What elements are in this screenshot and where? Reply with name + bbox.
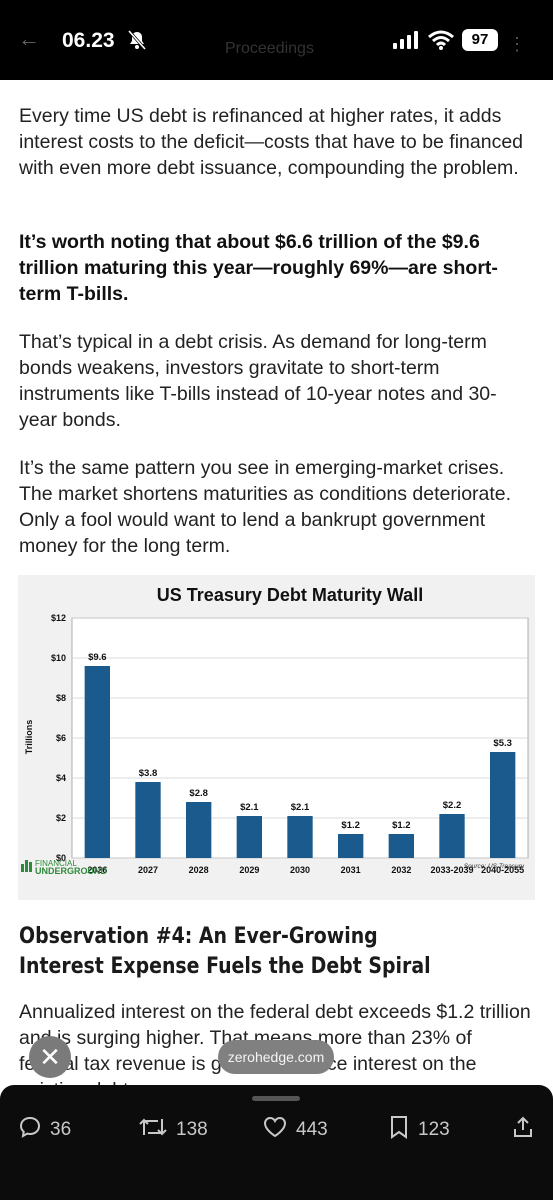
bar <box>236 816 262 858</box>
cell-signal-icon <box>392 30 420 55</box>
repost-count: 138 <box>176 1119 208 1140</box>
share-button[interactable] <box>512 1115 534 1145</box>
bar <box>439 814 465 858</box>
bar <box>287 816 313 858</box>
paragraph-emerging-markets: It’s the same pattern you see in emergin… <box>19 457 512 557</box>
bar-value-label: $9.6 <box>88 652 107 663</box>
heart-icon <box>262 1115 288 1145</box>
y-axis-label: Trillions <box>24 720 34 755</box>
bookmark-icon <box>388 1115 410 1145</box>
chart-source: Source: US Treasury <box>464 863 525 870</box>
paragraph-refinancing: Every time US debt is refinanced at high… <box>19 105 524 179</box>
y-tick-label: $12 <box>51 613 66 623</box>
y-tick-label: $2 <box>56 813 66 823</box>
share-icon <box>512 1115 534 1145</box>
logo-line-2: UNDERGROUND <box>35 866 108 876</box>
bar <box>338 834 364 858</box>
bar <box>490 752 516 858</box>
bell-muted-icon <box>127 30 147 55</box>
bar-value-label: $2.2 <box>443 800 462 811</box>
bar-value-label: $1.2 <box>341 820 360 831</box>
y-tick-label: $8 <box>56 693 66 703</box>
close-button[interactable]: ✕ <box>29 1036 71 1078</box>
status-bar: ← 06.23 Proceedings 97 ⋮ <box>0 0 553 80</box>
x-tick-label: 2026 <box>87 865 107 875</box>
bar-value-label: $3.8 <box>139 768 158 779</box>
battery-indicator: 97 <box>462 29 498 51</box>
x-tick-label: 2027 <box>138 865 158 875</box>
article-page: Every time US debt is refinanced at high… <box>0 80 553 1200</box>
bar <box>135 782 161 858</box>
paragraph-debt-crisis: That’s typical in a debt crisis. As dema… <box>19 331 497 431</box>
chart-svg: US Treasury Debt Maturity Wall Trillions… <box>21 585 529 876</box>
y-tick-label: $4 <box>56 773 66 783</box>
y-tick-label: $10 <box>51 653 66 663</box>
bar-value-label: $2.1 <box>240 802 259 813</box>
repost-button[interactable]: 138 <box>138 1115 208 1145</box>
bookmark-count: 123 <box>418 1119 450 1140</box>
x-tick-label: 2030 <box>290 865 310 875</box>
y-tick-label: $6 <box>56 733 66 743</box>
bar-value-label: $2.1 <box>291 802 310 813</box>
repost-icon <box>138 1115 168 1145</box>
x-tick-label: 2040-2055 <box>481 865 524 875</box>
x-tick-label: 2029 <box>239 865 259 875</box>
y-tick-label: $0 <box>56 853 66 863</box>
action-bar: 36 138 443 123 <box>0 1085 553 1200</box>
x-tick-label: 2031 <box>341 865 361 875</box>
domain-pill[interactable]: zerohedge.com <box>218 1040 334 1074</box>
page-title-faded: Proceedings <box>225 40 314 57</box>
section-heading-observation-4: Observation #4: An Ever-Growing Interest… <box>19 924 431 979</box>
paragraph-tbills-bold: It’s worth noting that about $6.6 trilli… <box>19 231 498 305</box>
x-tick-label: 2032 <box>391 865 411 875</box>
reply-icon <box>18 1115 42 1145</box>
bar <box>186 802 212 858</box>
financial-underground-logo: FINANCIAL UNDERGROUND <box>21 859 108 876</box>
wifi-icon <box>428 30 454 55</box>
bar-value-label: $2.8 <box>189 788 208 799</box>
bookmark-button[interactable]: 123 <box>388 1115 450 1145</box>
reply-button[interactable]: 36 <box>18 1115 71 1145</box>
like-button[interactable]: 443 <box>262 1115 328 1145</box>
bar <box>388 834 414 858</box>
bar-value-label: $5.3 <box>493 738 512 749</box>
like-count: 443 <box>296 1119 328 1140</box>
x-tick-label: 2028 <box>189 865 209 875</box>
more-options-icon[interactable]: ⋮ <box>508 34 528 54</box>
bar <box>84 666 110 858</box>
maturity-wall-chart: US Treasury Debt Maturity Wall Trillions… <box>18 575 535 900</box>
chart-title: US Treasury Debt Maturity Wall <box>157 585 423 605</box>
bar-value-label: $1.2 <box>392 820 411 831</box>
reply-count: 36 <box>50 1119 72 1140</box>
x-tick-label: 2033-2039 <box>430 865 473 875</box>
status-time: 06.23 <box>62 29 115 52</box>
logo-line-1: FINANCIAL <box>35 859 77 868</box>
back-arrow-icon[interactable]: ← <box>18 26 40 51</box>
drag-handle[interactable] <box>252 1096 300 1101</box>
